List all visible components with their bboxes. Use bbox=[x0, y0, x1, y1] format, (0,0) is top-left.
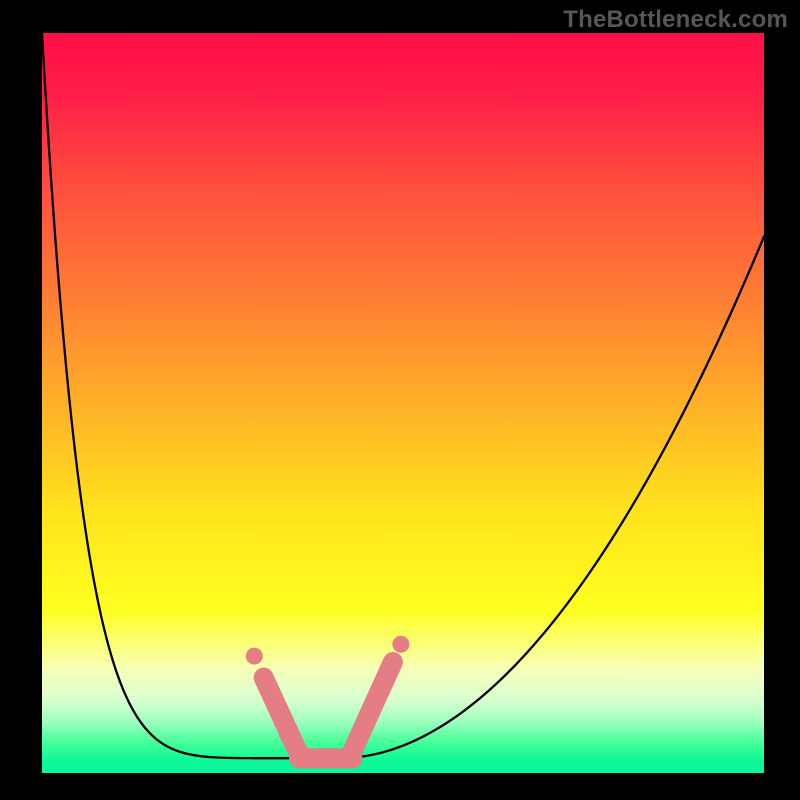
marker-point-18 bbox=[382, 657, 399, 674]
marker-point-14 bbox=[360, 711, 377, 728]
marker-point-16 bbox=[369, 687, 386, 704]
chart-svg bbox=[42, 33, 764, 773]
plot-area bbox=[42, 33, 764, 773]
marker-point-1 bbox=[257, 673, 274, 690]
marker-point-12 bbox=[343, 744, 360, 761]
watermark-text: TheBottleneck.com bbox=[563, 6, 788, 34]
gradient-background bbox=[42, 33, 764, 773]
marker-point-13 bbox=[352, 729, 369, 746]
outer-frame bbox=[0, 0, 800, 800]
marker-point-19 bbox=[392, 636, 409, 653]
marker-point-0 bbox=[246, 648, 263, 665]
